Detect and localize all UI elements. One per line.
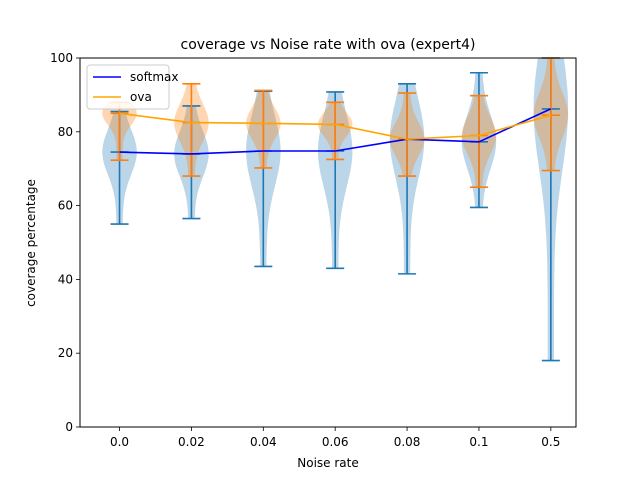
range-layer	[110, 57, 560, 362]
y-tick-label-60: 60	[58, 199, 73, 213]
y-tick-label-40: 40	[58, 272, 73, 286]
plot-frame	[79, 57, 577, 428]
y-tick-label-80: 80	[58, 125, 73, 139]
x-tick-label-0.08: 0.08	[394, 435, 421, 449]
mean-lines-layer	[119, 108, 552, 155]
legend: softmax ova	[86, 64, 178, 110]
x-axis: 0.0 0.02 0.04 0.06 0.08 0.1 0.5	[110, 427, 560, 449]
y-axis: 0 20 40 60 80 100	[50, 51, 80, 434]
x-tick-label-0.1: 0.1	[469, 435, 488, 449]
chart-title: coverage vs Noise rate with ova (expert4…	[181, 37, 476, 53]
x-tick-label-0.0: 0.0	[110, 435, 129, 449]
mean-line-softmax	[119, 108, 552, 155]
x-axis-label: Noise rate	[297, 456, 358, 470]
x-tick-label-0.06: 0.06	[322, 435, 349, 449]
x-tick-label-0.04: 0.04	[250, 435, 277, 449]
legend-box	[86, 64, 170, 110]
legend-label-ova: ova	[130, 90, 152, 104]
y-axis-label: coverage percentage	[24, 179, 38, 307]
y-tick-label-0: 0	[65, 420, 73, 434]
x-tick-label-0.5: 0.5	[541, 435, 560, 449]
x-tick-label-0.02: 0.02	[178, 435, 205, 449]
y-tick-label-20: 20	[58, 346, 73, 360]
mean-line-ova	[119, 112, 552, 141]
legend-label-softmax: softmax	[130, 70, 178, 84]
y-tick-label-100: 100	[50, 51, 73, 65]
